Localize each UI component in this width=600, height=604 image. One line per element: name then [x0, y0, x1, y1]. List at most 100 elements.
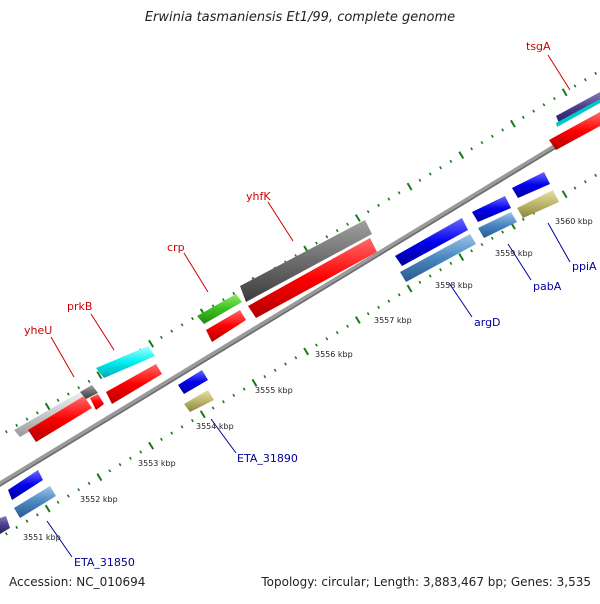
scale-tick-top-6 [56, 398, 60, 402]
label-leaders [46, 54, 571, 558]
scale-tick-bottom-1 [4, 532, 8, 536]
gene-feature-argD-blue [395, 218, 468, 266]
leader-tsgA [547, 54, 571, 91]
scale-tick-top-35 [354, 214, 361, 222]
scale-tick-top-38 [387, 197, 391, 201]
scale-tick-bottom-14 [139, 450, 143, 454]
scale-tick-bottom-2 [15, 525, 19, 530]
scale-tick-bottom-31 [315, 343, 318, 347]
scale-tick-bottom-29 [294, 356, 298, 360]
scale-tick-top-36 [366, 210, 370, 214]
scale-tick-bottom-45 [458, 253, 465, 262]
scale-tick-top-22 [222, 298, 225, 302]
scale-tick-top-10 [96, 371, 103, 380]
scale-label-3553: 3553 kbp [138, 459, 176, 468]
scale-tick-bottom-41 [418, 280, 422, 284]
scale-tick-bottom-28 [284, 362, 287, 366]
gene-feature-red-5 [248, 238, 377, 318]
scale-label-3552: 3552 kbp [80, 495, 118, 504]
gene-feature-red-4 [206, 310, 246, 342]
gene-label-ppiA[interactable]: ppiA [572, 260, 597, 273]
scale-tick-top-57 [583, 78, 587, 82]
scale-tick-top-7 [66, 392, 70, 396]
scale-tick-bottom-17 [170, 431, 174, 435]
gene-feature-tsgA-band [556, 99, 600, 127]
scale-tick-top-53 [542, 103, 546, 107]
scale-tick-bottom-38 [387, 299, 391, 303]
scale-label-3559: 3559 kbp [495, 249, 533, 258]
scale-tick-top-55 [561, 88, 568, 97]
map-title: Erwinia tasmaniensis Et1/99, complete ge… [144, 10, 456, 25]
scale-tick-bottom-23 [232, 393, 236, 398]
scale-tick-bottom-55 [561, 190, 568, 199]
scale-tick-bottom-22 [222, 400, 225, 404]
scale-tick-bottom-30 [303, 347, 310, 356]
scale-tick-bottom-24 [242, 387, 246, 391]
scale-tick-top-39 [397, 191, 401, 195]
scale-tick-top-46 [470, 147, 473, 151]
leader-crp [183, 252, 209, 293]
scale-ticks-bottom [4, 173, 598, 536]
gene-label-pabA[interactable]: pabA [533, 280, 562, 293]
scale-tick-bottom-39 [397, 293, 401, 297]
scale-tick-bottom-51 [521, 217, 525, 222]
scale-tick-top-34 [346, 222, 349, 226]
scale-tick-bottom-44 [449, 261, 453, 266]
gene-label-argD[interactable]: argD [474, 316, 501, 329]
gene-label-prkB[interactable]: prkB [67, 300, 92, 313]
scale-label-3556: 3556 kbp [315, 350, 353, 359]
gene-label-yheU[interactable]: yheU [24, 324, 52, 337]
scale-tick-top-54 [552, 96, 556, 101]
scale-tick-top-32 [325, 235, 329, 239]
scale-tick-bottom-16 [160, 437, 163, 442]
leader-pabA [507, 243, 532, 281]
gene-feature-pabA-blue [472, 196, 511, 222]
leader-ETA_31890 [210, 418, 237, 454]
scale-tick-top-4 [35, 411, 39, 415]
scale-tick-top-1 [4, 430, 8, 434]
scale-tick-bottom-27 [273, 368, 277, 372]
scale-tick-top-41 [418, 178, 422, 182]
scale-tick-bottom-13 [129, 456, 132, 460]
gene-label-ETA_31850[interactable]: ETA_31850 [74, 556, 135, 569]
scale-tick-top-31 [315, 241, 318, 245]
gene-feature-red-2 [90, 394, 104, 410]
gene-feature-ETA_31850-blue [8, 470, 43, 500]
scale-tick-bottom-43 [439, 268, 442, 272]
scale-tick-bottom-20 [199, 410, 206, 419]
scale-tick-bottom-48 [490, 236, 494, 240]
scale-tick-bottom-26 [263, 374, 267, 379]
genome-backbone [0, 116, 600, 487]
gene-label-crp[interactable]: crp [167, 241, 185, 254]
scale-tick-bottom-47 [480, 242, 484, 247]
gene-labels: yheU prkB crp yhfK tsgA ETA_31850 ETA_31… [24, 40, 597, 569]
scale-tick-bottom-4 [35, 513, 39, 517]
scale-tick-top-8 [77, 386, 81, 390]
scale-tick-bottom-8 [77, 488, 81, 492]
leader-yhfK [267, 201, 294, 242]
scale-tick-top-9 [87, 379, 91, 384]
gene-feature-pabA [478, 212, 517, 238]
scale-tick-bottom-36 [366, 312, 370, 316]
gene-label-ETA_31890[interactable]: ETA_31890 [237, 452, 298, 465]
scale-tick-bottom-42 [428, 274, 432, 278]
gene-label-yhfK[interactable]: yhfK [246, 190, 271, 203]
accession-text: Accession: NC_010694 [9, 575, 146, 589]
scale-tick-top-50 [510, 119, 516, 128]
scale-label-3555: 3555 kbp [255, 386, 293, 395]
scale-tick-top-16 [160, 335, 163, 340]
leader-argD [448, 282, 473, 318]
scale-tick-bottom-11 [108, 469, 112, 473]
scale-tick-bottom-33 [335, 330, 339, 335]
gene-feature-tsgA [556, 92, 600, 123]
gene-feature-ETA_31890 [184, 390, 214, 412]
scale-tick-top-51 [521, 115, 525, 120]
gene-feature-left-purple [0, 516, 10, 534]
genome-backbone-shade [0, 120, 600, 487]
gene-feature-red-6 [549, 112, 600, 150]
scale-tick-top-37 [377, 203, 380, 208]
scale-tick-bottom-46 [470, 249, 473, 253]
scale-tick-bottom-49 [501, 230, 504, 234]
bottom-strand-features [0, 172, 559, 534]
gene-label-tsgA[interactable]: tsgA [526, 40, 551, 53]
